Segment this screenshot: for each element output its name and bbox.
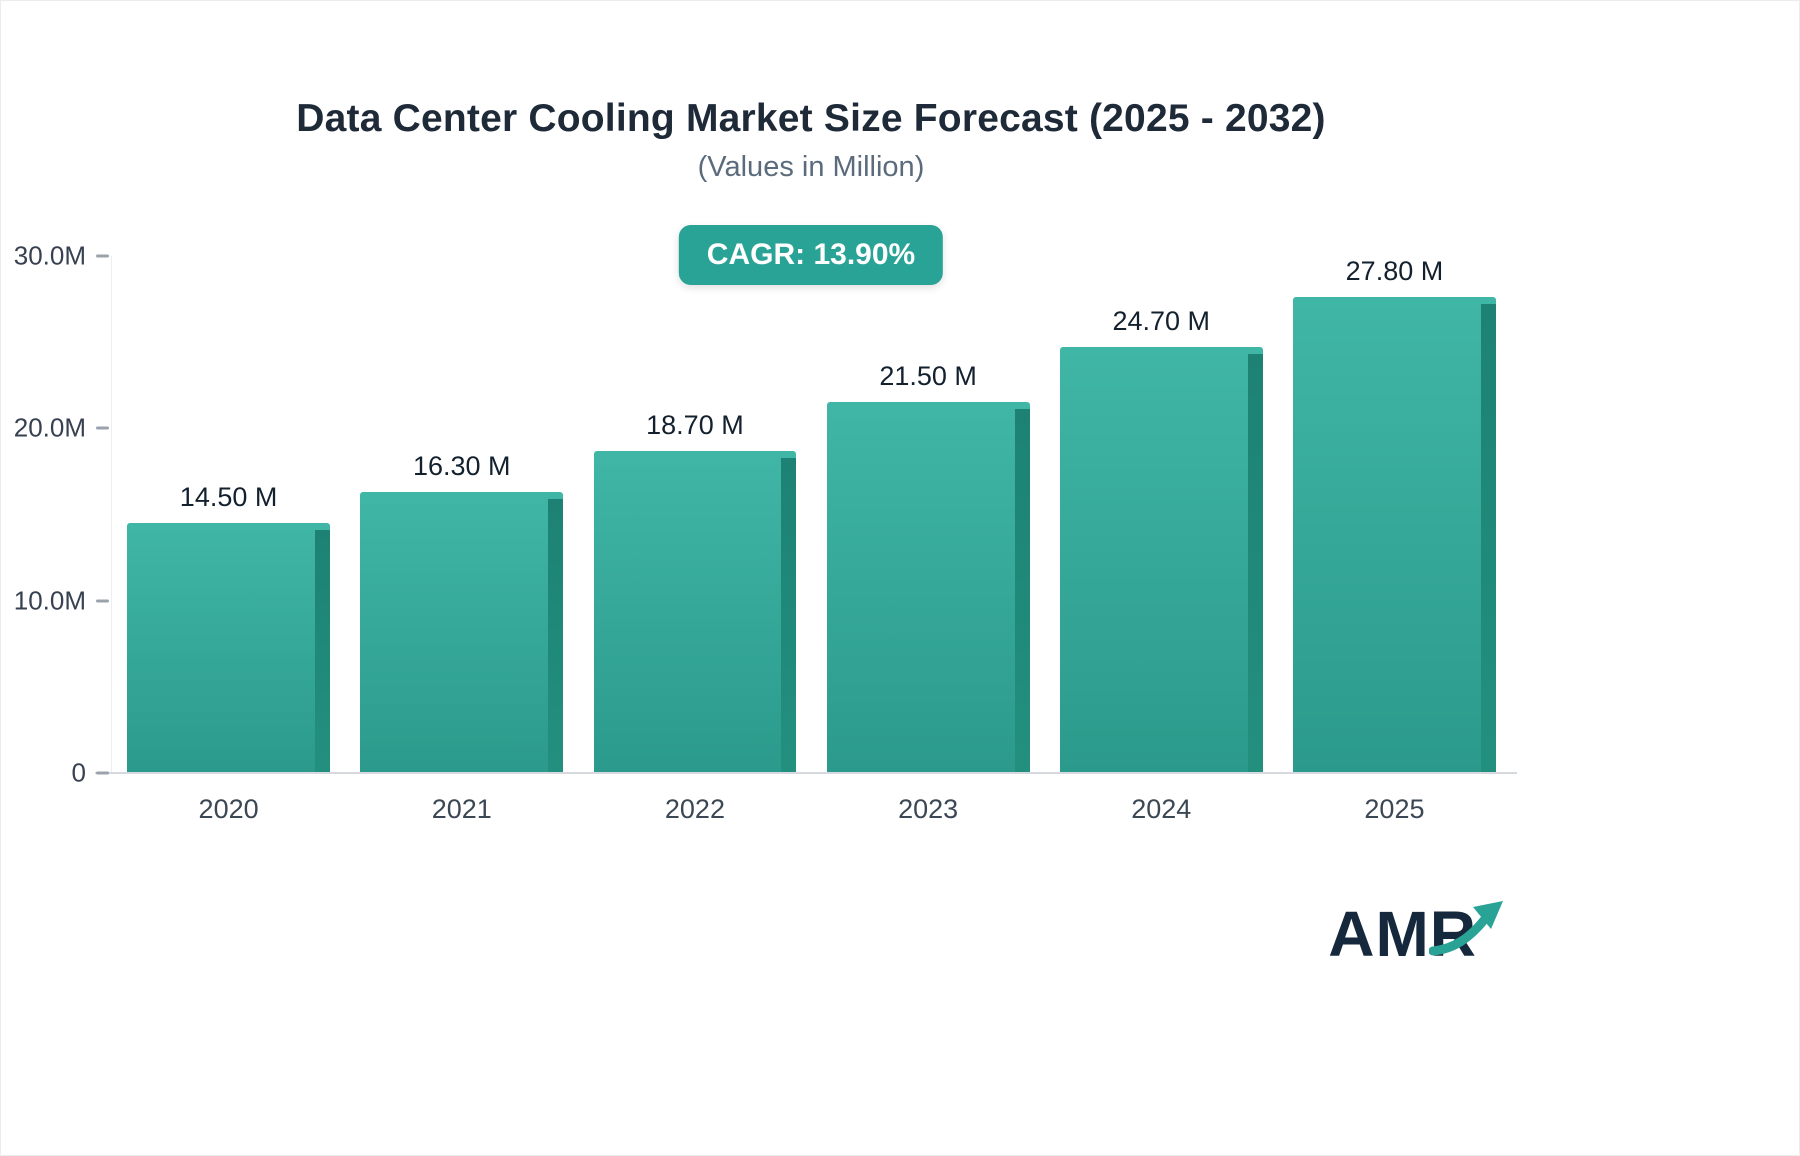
x-axis-category-label: 2023 — [898, 794, 959, 824]
bar-group-2024: 24.70 M 2024 — [1045, 256, 1278, 824]
bar-value-label: 18.70 M — [646, 409, 744, 440]
x-axis-category-label: 2024 — [1131, 794, 1192, 824]
y-axis-tick-mark — [96, 599, 109, 603]
cagr-badge: CAGR: 13.90% — [678, 225, 944, 285]
y-axis-tick-mark — [96, 426, 109, 430]
amr-logo-arrow-icon — [1429, 901, 1503, 956]
chart-subtitle: (Values in Million) — [697, 151, 925, 183]
x-axis-category-label: 2021 — [431, 794, 492, 824]
bar — [1059, 347, 1263, 773]
bar — [593, 450, 797, 774]
bar-group-2021: 16.30 M 2021 — [345, 256, 578, 824]
y-axis-tick-label: 10.0M — [13, 585, 86, 616]
bar-value-label: 14.50 M — [179, 482, 278, 513]
amr-logo-text: AMR — [1328, 898, 1477, 970]
bar — [826, 402, 1030, 773]
plot-area: 14.50 M 2020 16.30 M 2021 18.70 M 2022 21.50 M… — [111, 256, 1511, 824]
bar-group-2020: 14.50 M 2020 — [112, 256, 345, 824]
amr-logo: AMR — [1328, 897, 1503, 971]
bar-group-2023: 21.50 M 2023 — [812, 256, 1045, 824]
chart-title: Data Center Cooling Market Size Forecast… — [296, 97, 1326, 140]
x-axis-category-label: 2022 — [664, 794, 725, 824]
bar — [127, 523, 331, 773]
y-axis-tick: 30.0M — [1, 241, 109, 272]
y-axis-tick: 0 — [1, 758, 109, 789]
y-axis-tick: 10.0M — [1, 585, 109, 616]
y-axis-tick-mark — [96, 254, 109, 258]
bar — [1293, 297, 1496, 773]
x-axis-baseline — [95, 772, 1517, 774]
x-axis-category-label: 2020 — [198, 794, 259, 824]
y-axis-tick-label: 30.0M — [13, 240, 86, 271]
bar-group-2022: 18.70 M 2022 — [578, 256, 811, 824]
bar-value-label: 24.70 M — [1112, 306, 1211, 337]
y-axis-tick: 20.0M — [1, 413, 109, 444]
y-axis-tick-label: 0 — [71, 757, 86, 788]
bar — [360, 492, 564, 773]
bar-value-label: 27.80 M — [1345, 256, 1444, 286]
bar-group-2025: 27.80 M 2025 — [1278, 256, 1511, 824]
x-axis-category-label: 2025 — [1364, 794, 1425, 824]
bar-value-label: 21.50 M — [879, 361, 977, 392]
bar-value-label: 16.30 M — [412, 451, 511, 482]
y-axis-tick-mark — [96, 771, 109, 775]
y-axis-tick-label: 20.0M — [13, 412, 86, 443]
